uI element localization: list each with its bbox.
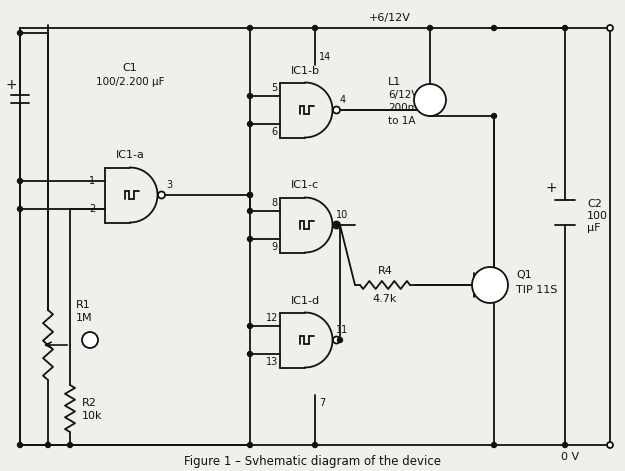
Circle shape (333, 221, 340, 228)
Circle shape (248, 122, 252, 127)
Circle shape (248, 193, 252, 197)
Circle shape (562, 25, 568, 31)
Text: IC1-c: IC1-c (291, 180, 319, 190)
Text: IC1-b: IC1-b (291, 65, 319, 75)
Circle shape (333, 336, 340, 343)
Circle shape (248, 351, 252, 357)
Text: 0 V: 0 V (561, 452, 579, 462)
Circle shape (428, 25, 432, 31)
Text: 10k: 10k (82, 411, 102, 421)
Text: TIP 11S: TIP 11S (516, 285, 558, 295)
Text: 3: 3 (166, 180, 172, 190)
Text: 2: 2 (89, 204, 95, 214)
Text: Figure 1 – Svhematic diagram of the device: Figure 1 – Svhematic diagram of the devi… (184, 455, 441, 469)
Text: Q1: Q1 (516, 270, 532, 280)
Text: 9: 9 (271, 242, 277, 252)
Circle shape (18, 206, 22, 211)
Circle shape (46, 442, 51, 447)
Text: 100: 100 (587, 211, 608, 221)
Circle shape (68, 442, 72, 447)
Text: 1M: 1M (76, 313, 92, 323)
Circle shape (491, 442, 496, 447)
Circle shape (334, 222, 339, 227)
Circle shape (18, 31, 22, 35)
Circle shape (607, 442, 613, 448)
Circle shape (312, 442, 318, 447)
Text: R4: R4 (378, 266, 392, 276)
Text: 6/12V: 6/12V (388, 90, 419, 100)
Circle shape (607, 25, 613, 31)
Text: 11: 11 (336, 325, 349, 335)
Text: +: + (5, 78, 17, 92)
Circle shape (248, 209, 252, 213)
Text: IC1-d: IC1-d (291, 295, 319, 306)
Text: 100/2.200 μF: 100/2.200 μF (96, 77, 164, 87)
Circle shape (248, 236, 252, 242)
Circle shape (472, 267, 508, 303)
Text: to 1A: to 1A (388, 116, 416, 126)
Circle shape (562, 442, 568, 447)
Text: 4.7k: 4.7k (372, 294, 398, 304)
Circle shape (491, 25, 496, 31)
Text: IC1-a: IC1-a (116, 151, 144, 161)
Circle shape (18, 442, 22, 447)
Text: 200mA: 200mA (388, 103, 425, 113)
Text: 6: 6 (271, 127, 277, 137)
Text: μF: μF (587, 223, 601, 233)
Text: C1: C1 (122, 63, 138, 73)
Circle shape (312, 25, 318, 31)
Circle shape (158, 192, 165, 198)
Text: 13: 13 (266, 357, 278, 367)
Text: R2: R2 (82, 398, 97, 408)
Circle shape (248, 324, 252, 328)
Circle shape (248, 193, 252, 197)
Circle shape (491, 114, 496, 119)
Text: R1: R1 (76, 300, 91, 310)
Text: +: + (545, 181, 557, 195)
Text: 5: 5 (271, 83, 277, 93)
Circle shape (333, 106, 340, 114)
Circle shape (18, 179, 22, 184)
Text: 10: 10 (336, 210, 349, 220)
Text: 1: 1 (89, 176, 95, 186)
Text: 8: 8 (271, 198, 277, 208)
Circle shape (82, 332, 98, 348)
Text: +6/12V: +6/12V (369, 13, 411, 23)
Circle shape (248, 94, 252, 98)
Text: 14: 14 (319, 52, 331, 62)
Circle shape (414, 84, 446, 116)
Text: 7: 7 (319, 398, 325, 408)
Text: 4: 4 (339, 95, 346, 105)
Circle shape (248, 25, 252, 31)
Circle shape (248, 442, 252, 447)
Circle shape (338, 338, 342, 342)
Text: C2: C2 (587, 199, 602, 209)
Text: 12: 12 (266, 313, 278, 323)
Text: L1: L1 (388, 77, 401, 87)
